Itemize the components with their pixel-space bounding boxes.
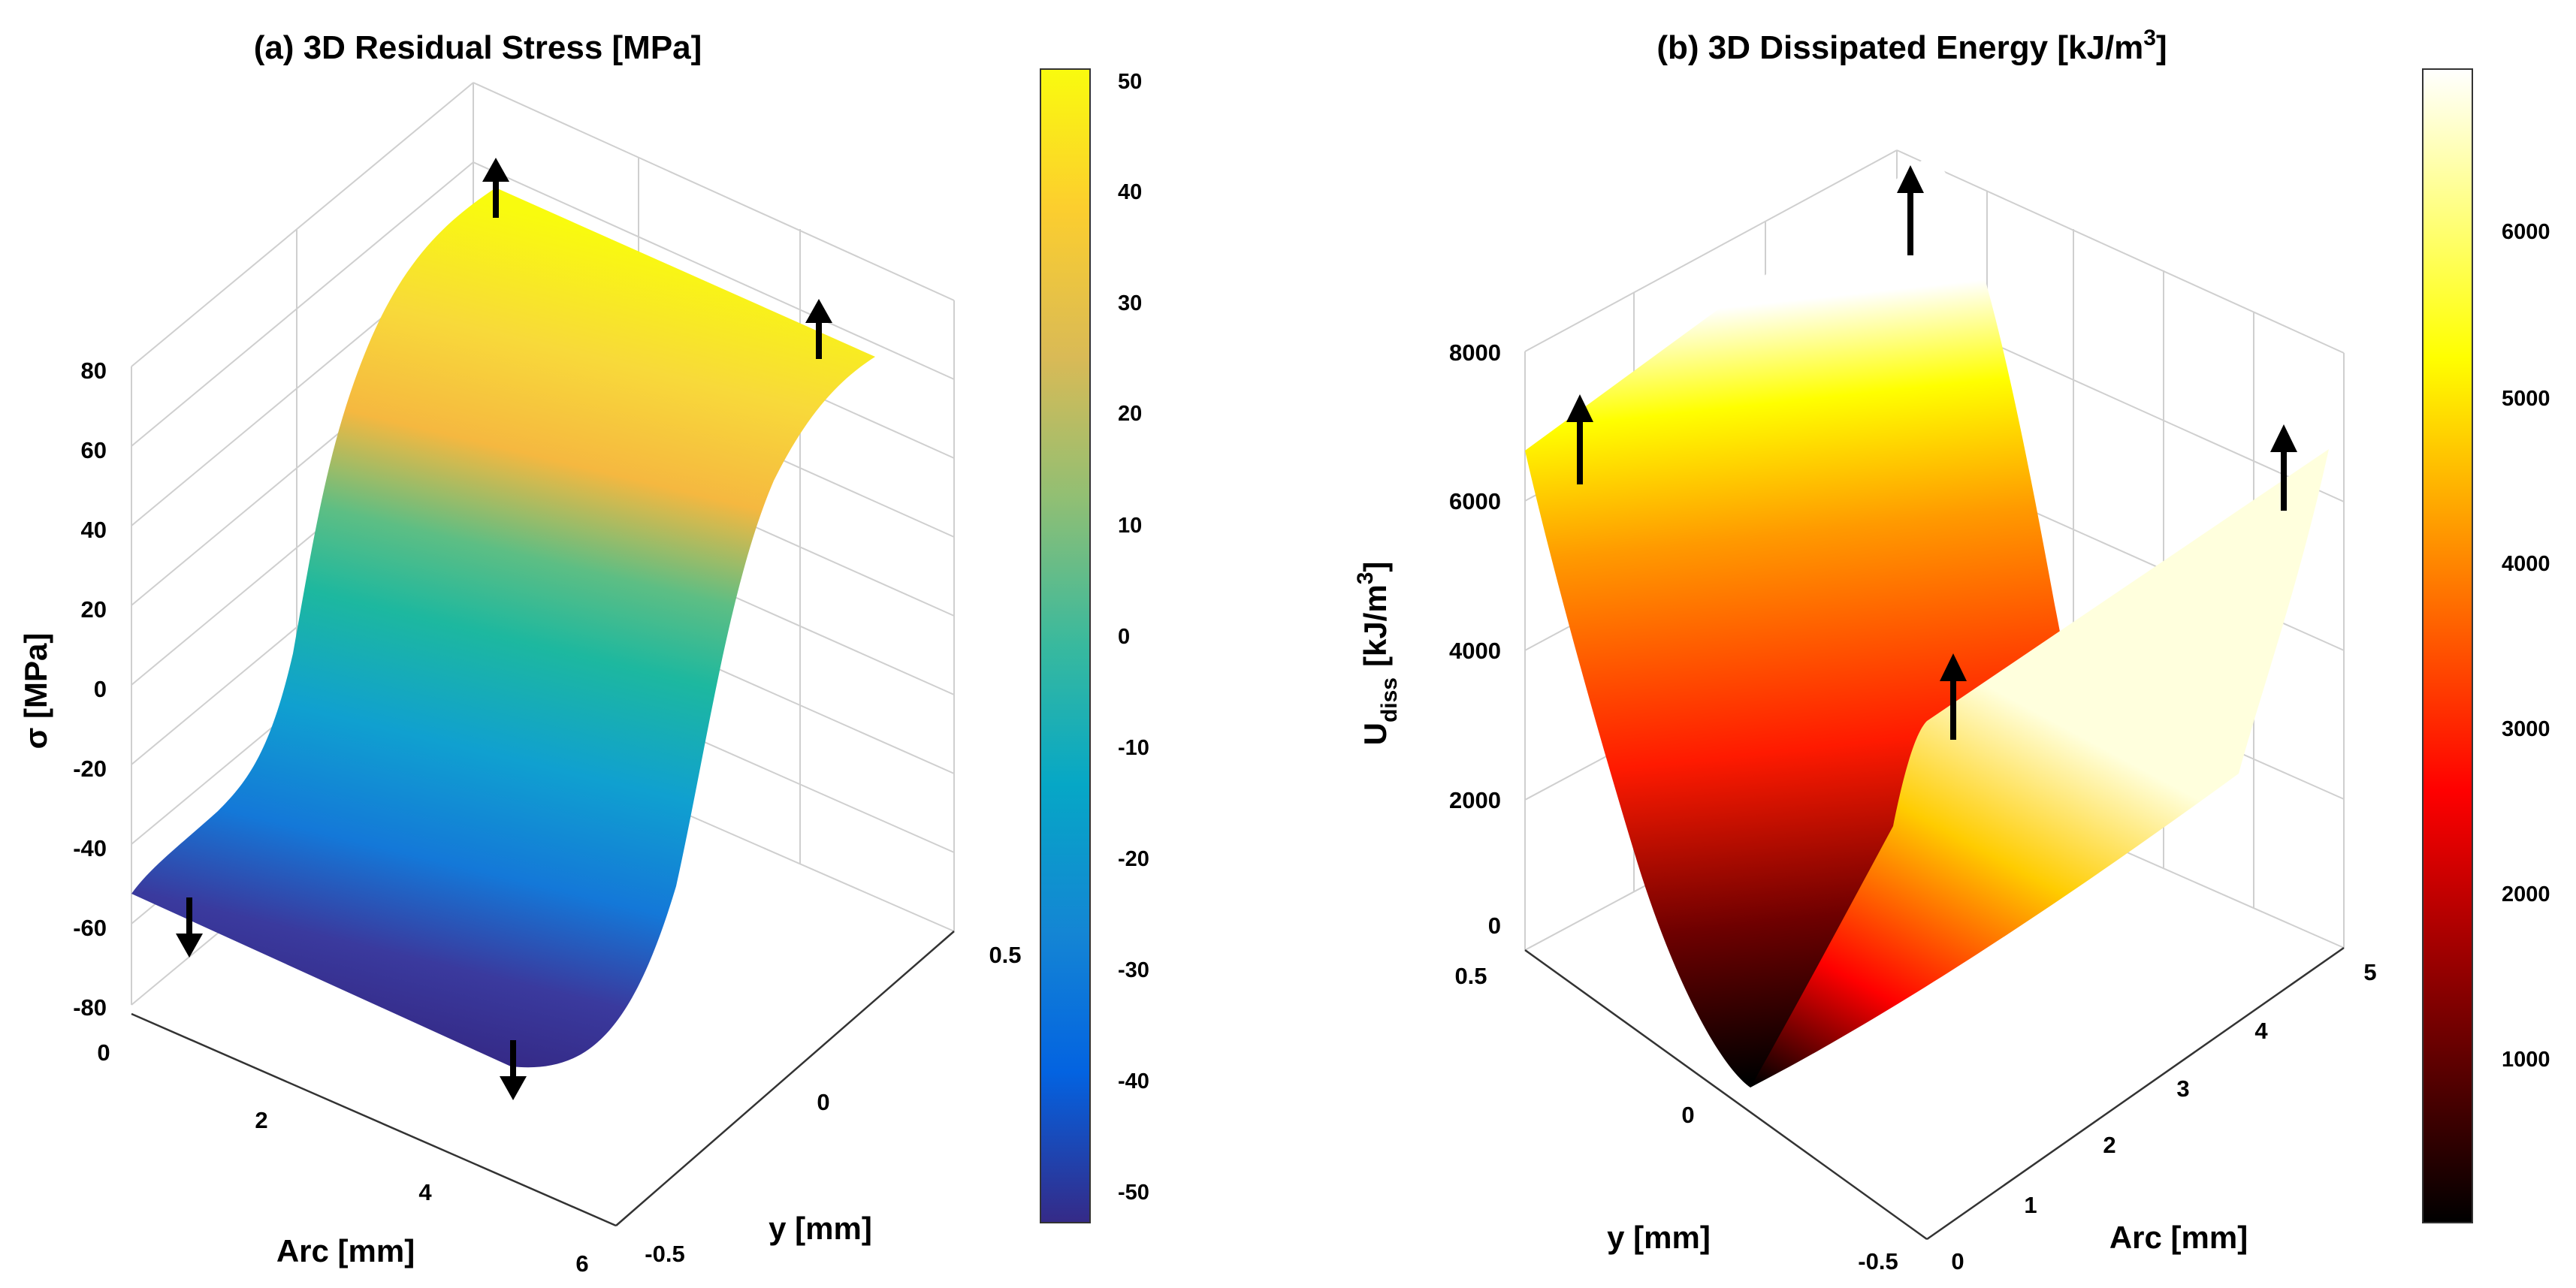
- x-tick-label: 2: [255, 1107, 267, 1133]
- colorbar-tick-label: 10: [1118, 514, 1142, 538]
- colorbar-tick-label: 5000: [2502, 387, 2550, 411]
- z-tick-label: 4000: [1449, 638, 1501, 664]
- arrow-up-icon: [1897, 165, 1924, 255]
- z-tick-label: 80: [81, 357, 107, 384]
- colorbar-tick-label: 3000: [2502, 717, 2550, 741]
- y-tick-label: 0: [1681, 1102, 1694, 1128]
- panel-b-title-sup: 3: [2143, 26, 2156, 50]
- colorbar-tick-label: 4000: [2502, 552, 2550, 576]
- arrow-down-icon: [176, 897, 203, 958]
- z-tick-label: 60: [81, 437, 107, 463]
- colorbar-tick-label: 0: [1118, 625, 1130, 649]
- colorbar-tick-label: 50: [1118, 70, 1142, 94]
- panel-a-y-label: y [mm]: [769, 1211, 872, 1246]
- panel-b-title-end: ]: [2156, 29, 2167, 66]
- y-tick-label: -0.5: [1858, 1248, 1898, 1274]
- z-label-main: U: [1357, 722, 1393, 745]
- z-tick-label: -80: [73, 994, 107, 1021]
- panel-b-title-main: (b) 3D Dissipated Energy [kJ/m: [1656, 29, 2143, 66]
- z-tick-label: 0: [1488, 912, 1501, 939]
- panel-a-z-label: σ [MPa]: [18, 633, 53, 750]
- arrow-up-icon: [1940, 653, 1967, 740]
- colorbar-tick-label: 6000: [2502, 220, 2550, 244]
- panel-b-axes: [1524, 946, 2345, 1241]
- y-tick-label: -0.5: [645, 1241, 684, 1267]
- z-tick-label: 40: [81, 517, 107, 543]
- colorbar-tick-label: 30: [1118, 291, 1142, 315]
- z-tick-label: 8000: [1449, 339, 1501, 366]
- x-tick-label: 1: [2024, 1192, 2037, 1218]
- panel-b-z-label: Udiss [kJ/m3]: [1353, 562, 1402, 746]
- z-label-unit: [kJ/m: [1357, 584, 1393, 667]
- x-tick-label: 0: [1951, 1248, 1964, 1274]
- x-tick-label: 4: [2254, 1018, 2268, 1044]
- x-tick-label: 6: [575, 1250, 588, 1277]
- y-tick-label: 0: [817, 1089, 829, 1115]
- x-tick-label: 2: [2103, 1132, 2115, 1158]
- arrow-up-icon: [805, 299, 832, 359]
- panel-a-x-label: Arc [mm]: [276, 1233, 415, 1268]
- colorbar-tick-label: -40: [1118, 1069, 1149, 1093]
- colorbar-tick-label: 40: [1118, 180, 1142, 204]
- colorbar-tick-label: -10: [1118, 736, 1149, 760]
- panel-a-z-ticks: 80 60 40 20 0 -20 -40 -60 -80: [73, 357, 107, 1021]
- y-tick-label: 0.5: [1454, 963, 1487, 989]
- energy-surface-left: [1525, 154, 2073, 1087]
- arrow-down-icon: [500, 1040, 527, 1100]
- energy-surface-right: [1750, 449, 2329, 1087]
- arrow-up-icon: [1566, 394, 1593, 484]
- arrow-up-icon: [482, 158, 509, 218]
- x-tick-label: 3: [2176, 1075, 2189, 1102]
- panel-a-colorbar: 50 40 30 20 10 0 -10 -20 -30 -40 -50: [1040, 68, 1149, 1223]
- z-tick-label: -60: [73, 915, 107, 941]
- z-tick-label: -20: [73, 756, 107, 782]
- panel-b-x-label: Arc [mm]: [2109, 1220, 2248, 1255]
- dissipated-energy-panel: (b) 3D Dissipated Energy [kJ/m3]: [1353, 26, 2550, 1274]
- panel-a-arrows: [176, 158, 832, 1100]
- panel-a-title: (a) 3D Residual Stress [MPa]: [254, 29, 702, 66]
- z-tick-label: 6000: [1449, 488, 1501, 514]
- z-tick-label: 2000: [1449, 787, 1501, 813]
- y-tick-label: 0.5: [989, 942, 1021, 968]
- panel-b-title: (b) 3D Dissipated Energy [kJ/m3]: [1656, 26, 2167, 66]
- colorbar-tick-label: -50: [1118, 1181, 1149, 1205]
- z-label-sup: 3: [1353, 572, 1378, 585]
- z-label-sub: diss: [1377, 677, 1402, 722]
- residual-stress-surface: [131, 188, 875, 1068]
- colorbar-tick-label: 2000: [2502, 882, 2550, 906]
- panel-a-y-ticks: -0.5 0 0.5: [645, 942, 1021, 1267]
- colorbar-tick-label: -30: [1118, 958, 1149, 982]
- z-tick-label: 20: [81, 596, 107, 623]
- panel-a-x-ticks: 0 2 4 6: [97, 1039, 588, 1277]
- panel-b-x-ticks: 0 1 2 3 4 5: [1951, 959, 2376, 1274]
- panel-b-z-ticks: 8000 6000 4000 2000 0: [1449, 339, 1501, 939]
- z-label-end: ]: [1357, 562, 1393, 572]
- x-tick-label: 5: [2363, 959, 2376, 985]
- residual-stress-panel: (a) 3D Residual Stress [MPa]: [18, 29, 1149, 1277]
- panel-b-y-ticks: 0.5 0 -0.5: [1454, 963, 1898, 1274]
- panel-b-arrows: [1566, 165, 2297, 740]
- arrow-up-icon: [2270, 424, 2297, 511]
- panel-a-axes: [131, 931, 955, 1227]
- z-tick-label: -40: [73, 835, 107, 861]
- x-tick-label: 4: [418, 1179, 432, 1205]
- colorbar-tick-label: 20: [1118, 402, 1142, 426]
- x-tick-label: 0: [97, 1039, 110, 1066]
- panel-b-colorbar: 6000 5000 4000 3000 2000 1000: [2422, 68, 2550, 1223]
- colorbar-tick-label: -20: [1118, 847, 1149, 871]
- colorbar-tick-label: 1000: [2502, 1048, 2550, 1072]
- panel-b-y-label: y [mm]: [1607, 1220, 1711, 1255]
- z-tick-label: 0: [94, 676, 107, 702]
